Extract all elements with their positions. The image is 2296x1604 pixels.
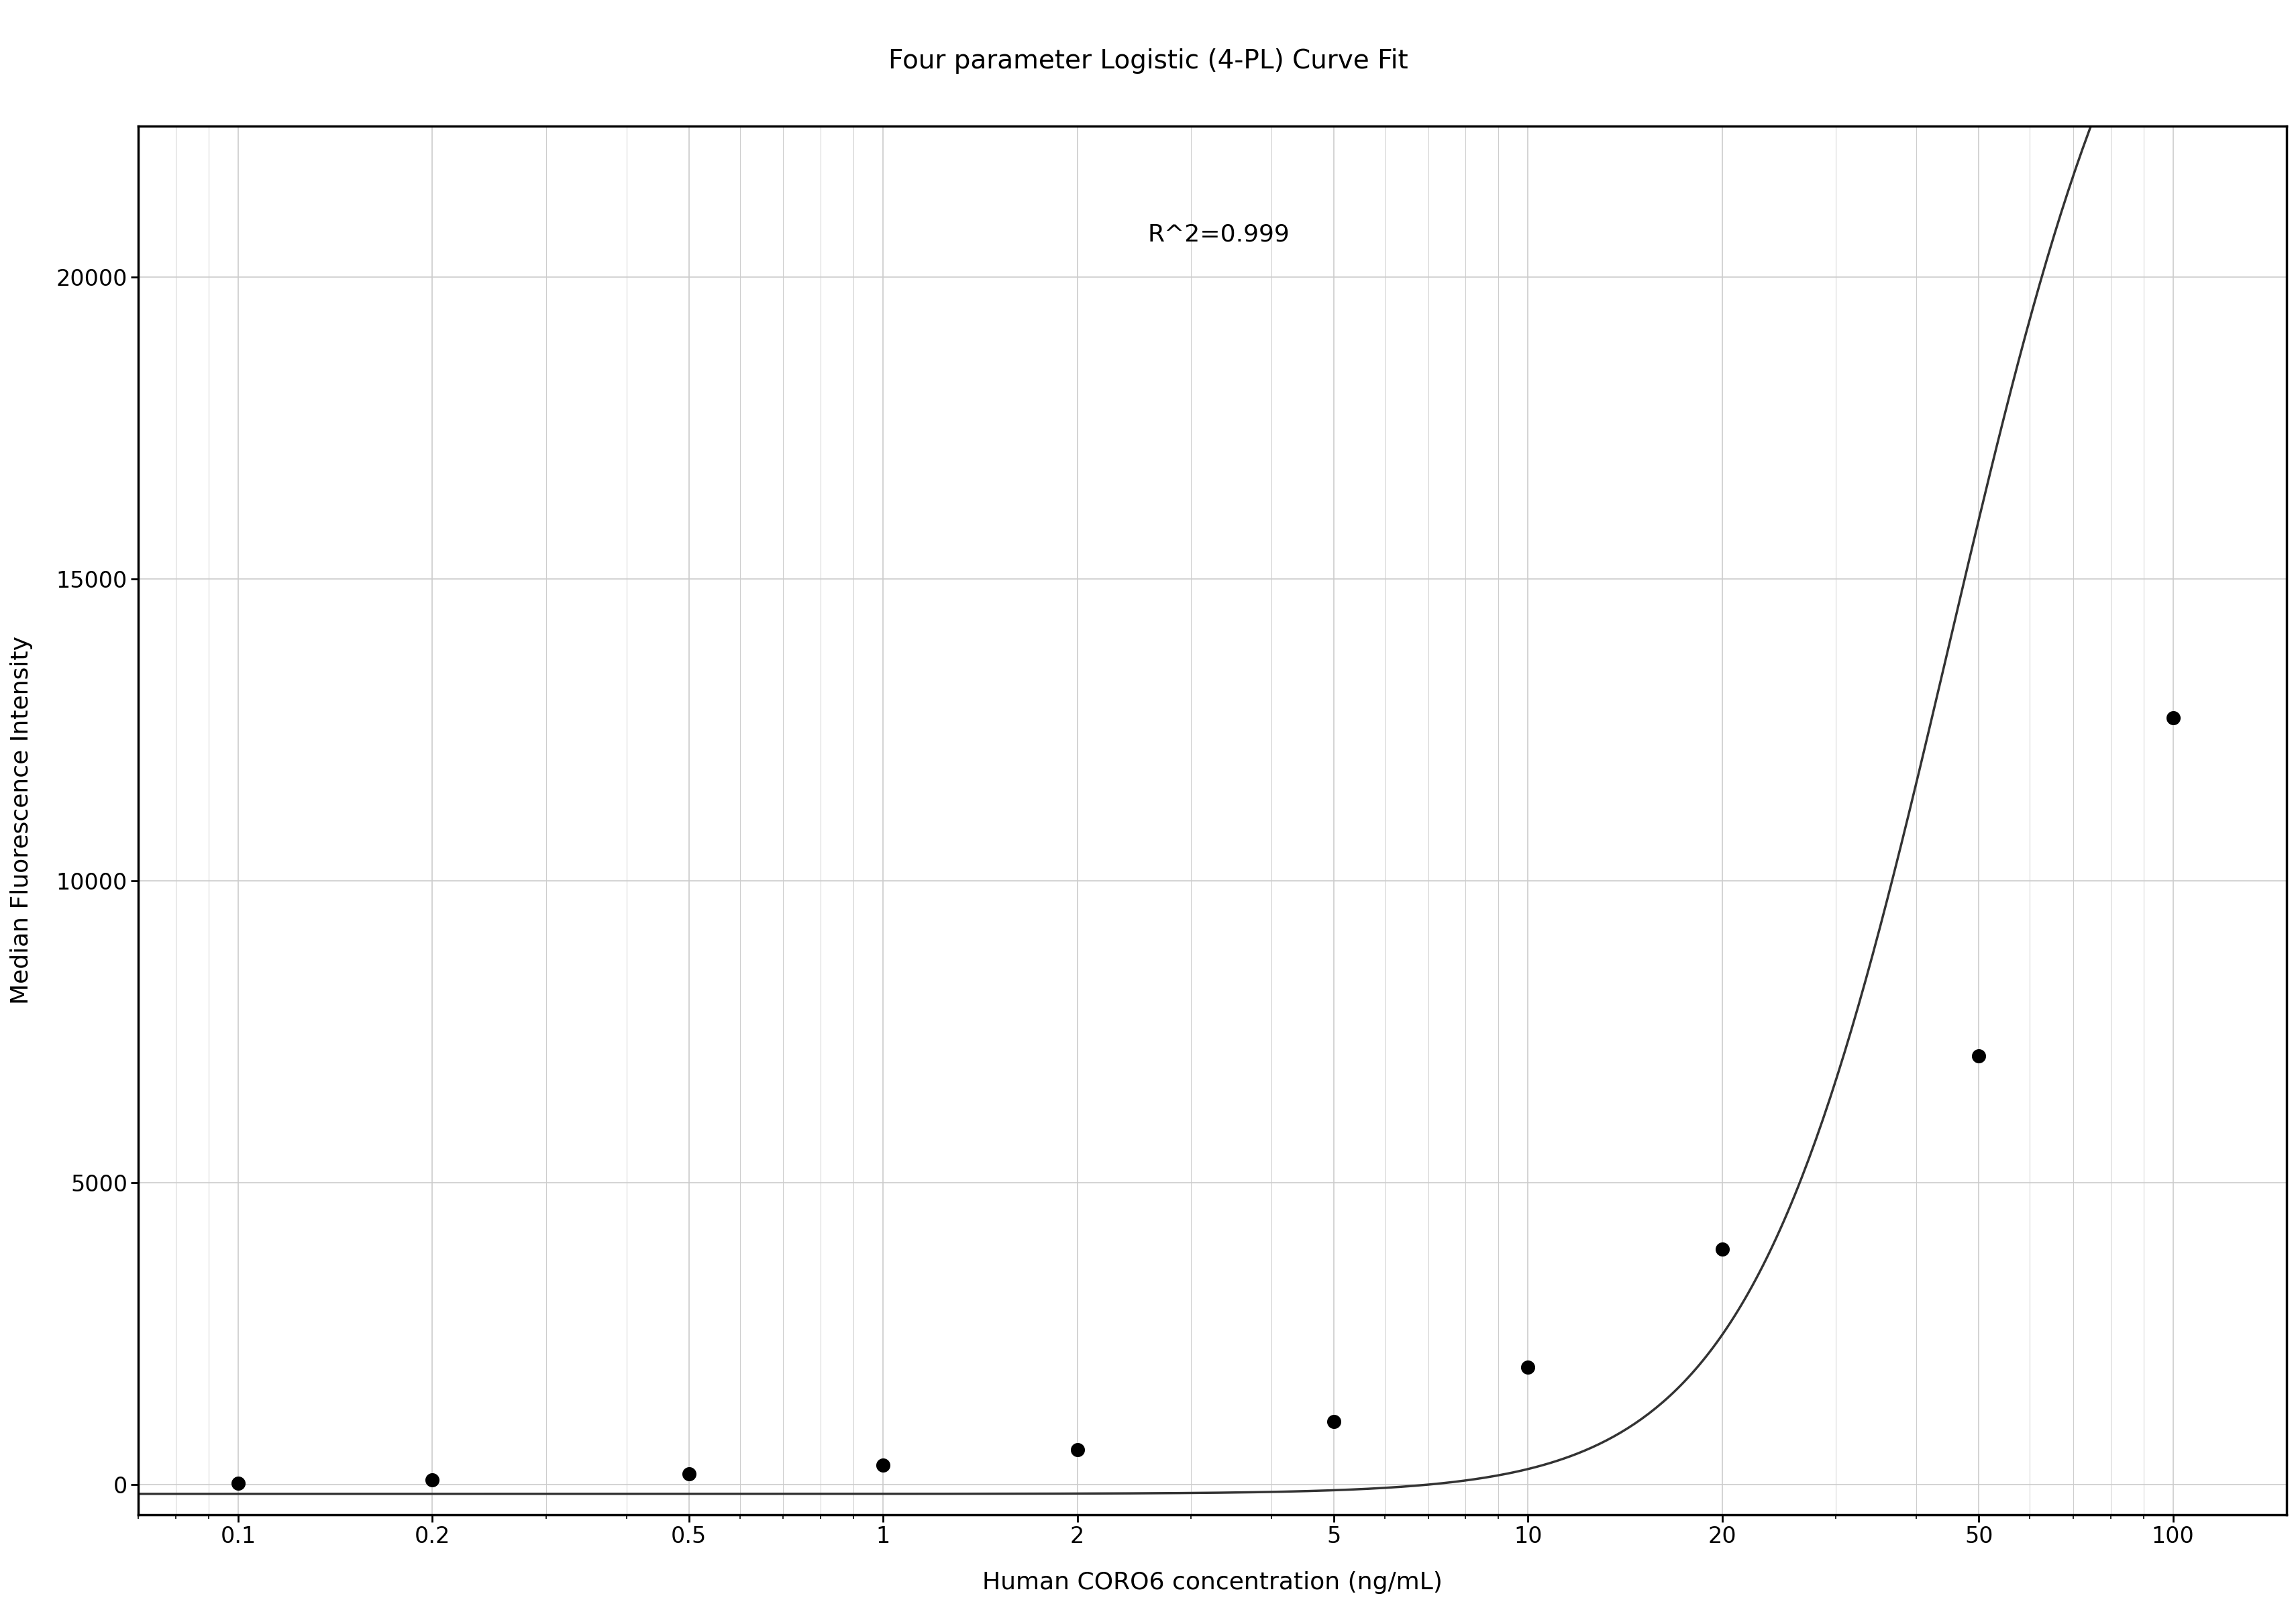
Text: Four parameter Logistic (4-PL) Curve Fit: Four parameter Logistic (4-PL) Curve Fit	[889, 48, 1407, 74]
Point	[1316, 1408, 1352, 1434]
Point	[670, 1461, 707, 1487]
Point	[220, 1471, 257, 1497]
Point	[1508, 1354, 1545, 1379]
Point	[1961, 1043, 1998, 1068]
X-axis label: Human CORO6 concentration (ng/mL): Human CORO6 concentration (ng/mL)	[983, 1572, 1442, 1594]
Text: R^2=0.999: R^2=0.999	[1148, 223, 1290, 245]
Point	[413, 1468, 450, 1493]
Y-axis label: Median Fluorescence Intensity: Median Fluorescence Intensity	[9, 637, 32, 1004]
Point	[1058, 1437, 1095, 1463]
Point	[866, 1452, 902, 1477]
Point	[2154, 704, 2190, 730]
Point	[1704, 1237, 1740, 1262]
